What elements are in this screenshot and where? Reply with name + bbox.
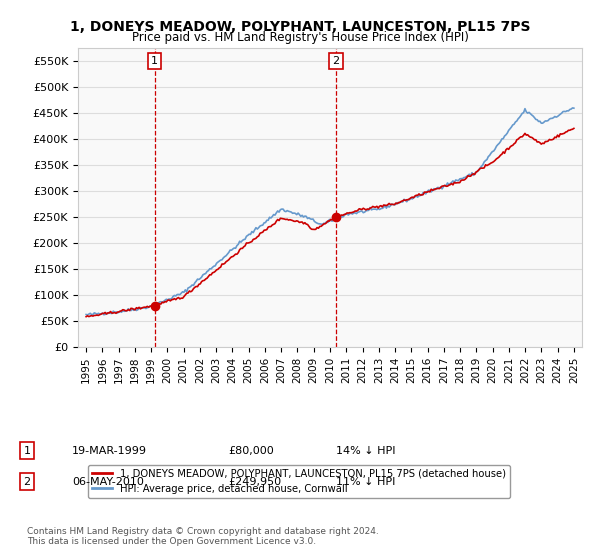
Text: 19-MAR-1999: 19-MAR-1999	[72, 446, 147, 456]
Text: 1: 1	[151, 56, 158, 66]
Text: 2: 2	[23, 477, 31, 487]
Text: 1: 1	[23, 446, 31, 456]
Text: Contains HM Land Registry data © Crown copyright and database right 2024.
This d: Contains HM Land Registry data © Crown c…	[27, 526, 379, 546]
Text: £249,950: £249,950	[228, 477, 281, 487]
Text: £80,000: £80,000	[228, 446, 274, 456]
Text: 06-MAY-2010: 06-MAY-2010	[72, 477, 144, 487]
Text: 1, DONEYS MEADOW, POLYPHANT, LAUNCESTON, PL15 7PS: 1, DONEYS MEADOW, POLYPHANT, LAUNCESTON,…	[70, 20, 530, 34]
Text: 11% ↓ HPI: 11% ↓ HPI	[336, 477, 395, 487]
Text: Price paid vs. HM Land Registry's House Price Index (HPI): Price paid vs. HM Land Registry's House …	[131, 31, 469, 44]
Text: 14% ↓ HPI: 14% ↓ HPI	[336, 446, 395, 456]
Text: 2: 2	[332, 56, 339, 66]
Legend: 1, DONEYS MEADOW, POLYPHANT, LAUNCESTON, PL15 7PS (detached house), HPI: Average: 1, DONEYS MEADOW, POLYPHANT, LAUNCESTON,…	[88, 465, 510, 498]
